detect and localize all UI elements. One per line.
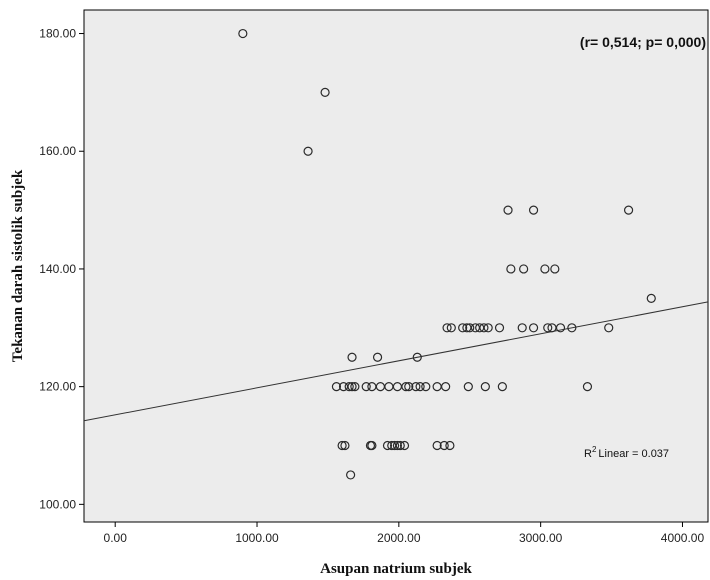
linear-fit-line [83, 301, 709, 422]
x-tick-label: 0.00 [104, 531, 128, 545]
data-point [340, 440, 350, 451]
data-point [399, 440, 410, 451]
r-squared-prefix: R [584, 448, 592, 460]
r-squared-label: R2 Linear = 0.037 [584, 445, 669, 460]
data-point [238, 28, 248, 39]
data-point [519, 264, 529, 274]
data-point [463, 382, 473, 392]
data-point [412, 352, 422, 362]
data-point [347, 382, 357, 392]
x-tick-label: 3000.00 [519, 531, 563, 545]
data-point [503, 205, 513, 215]
data-point [582, 382, 593, 392]
data-point [344, 382, 354, 392]
data-point [395, 440, 405, 451]
data-point [347, 352, 357, 362]
data-point [411, 382, 421, 392]
data-points [238, 28, 656, 480]
data-point [465, 323, 475, 333]
data-point [350, 382, 360, 392]
data-point [442, 323, 452, 333]
data-point [528, 205, 539, 215]
data-point [483, 323, 493, 333]
data-point [540, 264, 550, 274]
data-point [432, 440, 442, 451]
y-tick-label: 180.00 [39, 27, 76, 41]
data-point [361, 382, 371, 392]
data-point [372, 352, 383, 362]
data-point [382, 440, 393, 451]
correlation-annotation: (r= 0,514; p= 0,000) [580, 34, 706, 50]
axes: 0.00 1000.00 2000.00 3000.00 4000.00 100.00 12… [39, 27, 704, 545]
y-axis-title: Tekanan darah sistolik subjek [10, 169, 26, 362]
data-point [303, 146, 313, 156]
data-point [331, 382, 342, 392]
y-tick-label: 100.00 [39, 497, 76, 511]
data-point [506, 264, 516, 274]
plot-area [83, 9, 709, 523]
data-point [604, 323, 614, 333]
data-point [441, 382, 451, 392]
data-point [320, 87, 330, 97]
y-tick-label: 160.00 [39, 144, 76, 158]
data-point [415, 382, 425, 392]
data-point [479, 323, 489, 333]
data-point [346, 470, 356, 480]
r-squared-superscript: 2 [592, 445, 597, 454]
x-tick-label: 4000.00 [661, 531, 705, 545]
data-point [404, 382, 414, 392]
data-point [458, 323, 468, 333]
data-point [528, 323, 539, 333]
data-point [497, 382, 507, 392]
y-tick-label: 120.00 [39, 380, 76, 394]
data-point [446, 323, 456, 333]
data-point [421, 382, 431, 392]
data-point [646, 293, 656, 303]
data-point [555, 323, 566, 333]
data-point [367, 440, 377, 451]
x-axis-title: Asupan natrium subjek [320, 561, 472, 577]
data-point [550, 264, 560, 274]
x-tick-label: 2000.00 [377, 531, 421, 545]
data-point [389, 440, 400, 451]
data-point [623, 205, 634, 215]
data-point [445, 440, 455, 451]
y-tick-label: 140.00 [39, 262, 76, 276]
data-point [392, 440, 403, 451]
data-point [401, 382, 411, 392]
data-point [517, 323, 527, 333]
x-tick-label: 1000.00 [235, 531, 279, 545]
data-point [567, 323, 577, 333]
r-squared-text: Linear = 0.037 [598, 448, 669, 460]
data-point [543, 323, 553, 333]
data-point [480, 382, 490, 392]
data-point [439, 440, 449, 451]
data-point [494, 323, 505, 333]
data-point [337, 440, 347, 451]
